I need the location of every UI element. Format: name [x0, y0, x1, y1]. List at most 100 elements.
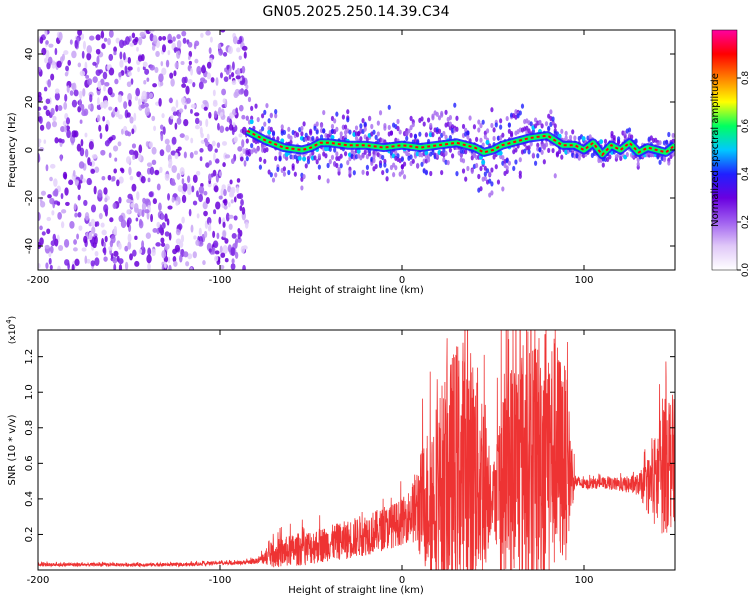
noise-point [124, 130, 130, 136]
noise-point [132, 154, 136, 161]
noise-point [203, 190, 208, 196]
halo-point [527, 145, 531, 151]
halo-point [278, 156, 282, 162]
halo-point [365, 164, 370, 170]
noise-point [198, 227, 202, 237]
halo-point [309, 130, 313, 136]
noise-point [190, 104, 196, 109]
noise-point [60, 138, 65, 144]
noise-point [90, 260, 96, 267]
noise-point [205, 118, 209, 128]
noise-point [60, 221, 65, 229]
noise-point [213, 110, 218, 119]
noise-point [91, 226, 96, 235]
noise-point [45, 109, 51, 117]
noise-point [71, 99, 78, 108]
noise-point [214, 255, 219, 262]
noise-point [181, 30, 187, 37]
noise-point [96, 221, 100, 227]
noise-point [222, 51, 228, 57]
noise-point [144, 198, 150, 203]
noise-point [168, 158, 173, 167]
noise-point [139, 31, 146, 37]
noise-point [82, 178, 86, 183]
noise-point [85, 74, 90, 79]
noise-point [72, 247, 78, 252]
halo-point [361, 169, 365, 175]
halo-point [381, 154, 385, 161]
noise-point [49, 176, 53, 182]
halo-point [505, 115, 509, 122]
halo-point [437, 128, 442, 134]
noise-point [86, 52, 92, 61]
noise-point [184, 134, 190, 141]
noise-point [243, 51, 247, 59]
noise-point [41, 47, 47, 56]
noise-point [187, 55, 191, 61]
noise-point [74, 212, 78, 218]
noise-point [220, 252, 226, 258]
noise-point [118, 196, 122, 204]
noise-point [152, 35, 158, 45]
noise-point [238, 89, 244, 95]
halo-point [553, 123, 557, 129]
noise-point [177, 146, 182, 151]
noise-point [162, 126, 166, 135]
noise-point [80, 139, 84, 147]
noise-point [238, 55, 242, 61]
noise-point [43, 139, 47, 144]
noise-point [91, 154, 98, 159]
noise-point [142, 61, 148, 68]
noise-point [192, 81, 196, 88]
noise-point [218, 171, 223, 177]
noise-point [195, 170, 201, 176]
noise-point [193, 150, 198, 155]
noise-point [160, 237, 165, 244]
noise-point [61, 209, 67, 214]
noise-point [167, 193, 171, 201]
noise-point [81, 50, 85, 59]
halo-point [564, 135, 568, 141]
noise-point [158, 97, 162, 107]
snr-y-axis-label: SNR (10 * v/v) [7, 414, 18, 485]
halo-point [490, 107, 494, 113]
halo-point [501, 186, 505, 192]
noise-point [185, 85, 190, 95]
noise-point [214, 250, 220, 255]
noise-point [38, 263, 41, 269]
halo-point [396, 125, 400, 132]
noise-point [171, 196, 175, 203]
noise-point [87, 78, 93, 86]
spectrogram-y-axis-label: Frequency (Hz) [7, 112, 18, 188]
halo-point [455, 115, 459, 121]
noise-point [94, 257, 100, 267]
noise-point [62, 171, 68, 180]
halo-hotspot [498, 150, 503, 156]
noise-point [53, 188, 59, 197]
halo-point [258, 156, 263, 162]
noise-point [227, 46, 233, 55]
halo-point [608, 154, 612, 160]
noise-point [86, 258, 91, 264]
noise-point [147, 177, 151, 183]
noise-point [233, 196, 237, 203]
noise-point [236, 186, 240, 194]
noise-point [57, 104, 63, 111]
noise-point [222, 98, 226, 104]
spectrogram-x-tick-label: 0 [399, 275, 405, 286]
noise-point [77, 30, 83, 36]
noise-point [141, 202, 147, 212]
noise-point [183, 151, 187, 159]
noise-point [96, 55, 100, 65]
halo-point [282, 171, 287, 177]
noise-point [133, 112, 137, 122]
noise-point [201, 64, 206, 71]
noise-point [146, 254, 152, 264]
noise-point [217, 122, 220, 131]
noise-point [215, 201, 221, 210]
halo-point [326, 178, 330, 184]
noise-point [176, 50, 181, 59]
noise-point [129, 116, 134, 124]
noise-point [163, 261, 167, 269]
halo-point [551, 116, 555, 122]
